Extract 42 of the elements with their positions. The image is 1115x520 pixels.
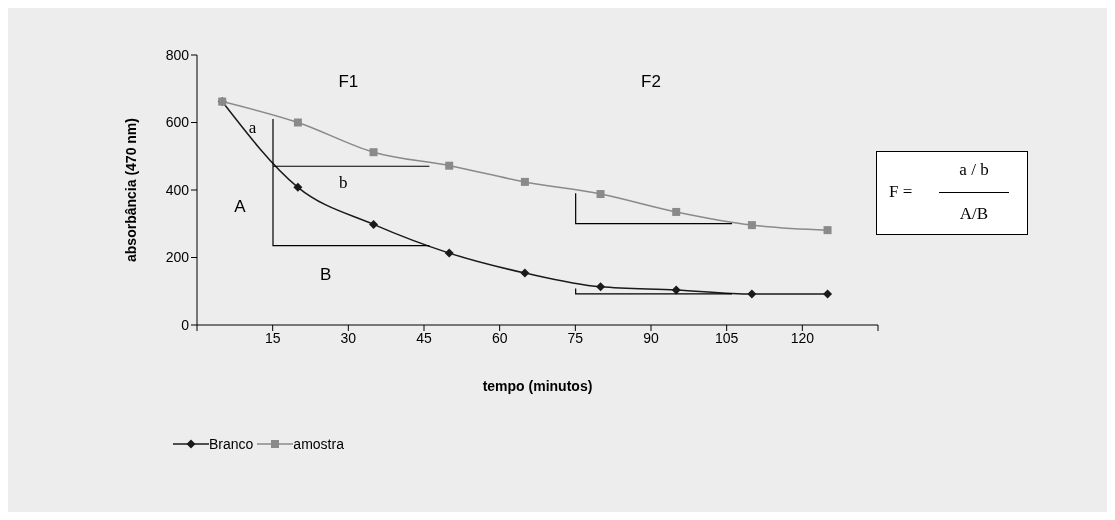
point	[520, 268, 530, 278]
x-tick-label: 75	[567, 329, 584, 346]
y-tick-label: 800	[165, 46, 190, 63]
annotation: B	[319, 265, 332, 286]
point	[444, 248, 454, 258]
x-tick-label: 30	[340, 329, 357, 346]
point	[671, 285, 681, 295]
point	[369, 148, 378, 157]
point	[596, 282, 606, 292]
point	[293, 182, 303, 192]
annotation: a	[248, 117, 257, 138]
x-tick-label: 120	[790, 329, 815, 346]
text: a / b	[958, 160, 990, 180]
annotation: A	[234, 196, 246, 217]
y-tick-label: 600	[165, 114, 190, 131]
y-axis-title: absorbância (470 nm)	[122, 118, 139, 262]
point	[672, 207, 681, 216]
point	[520, 177, 529, 186]
text: A/B	[958, 204, 990, 224]
point	[293, 118, 302, 127]
x-tick-label: 60	[491, 329, 508, 346]
y-tick-label: 400	[165, 181, 190, 198]
point	[823, 226, 832, 235]
annotation: b	[339, 173, 348, 194]
point	[747, 289, 757, 299]
x-tick-label: 45	[416, 329, 432, 346]
text: F =	[889, 182, 913, 202]
y-tick-label: 200	[165, 249, 190, 266]
x-axis-title: tempo (minutos)	[482, 378, 593, 394]
point	[369, 219, 379, 229]
y-tick-label: 0	[181, 316, 190, 333]
point	[823, 289, 833, 299]
x-tick-label: 15	[264, 329, 281, 346]
point	[445, 161, 454, 170]
x-tick-label: 90	[643, 329, 659, 346]
annotation: F2	[641, 72, 661, 92]
annotation: F1	[338, 72, 359, 92]
point	[747, 221, 756, 230]
point	[596, 190, 605, 199]
legend-label: Branco	[209, 436, 254, 452]
legend-label: amostra	[293, 436, 344, 452]
x-tick-label: 105	[714, 329, 739, 346]
